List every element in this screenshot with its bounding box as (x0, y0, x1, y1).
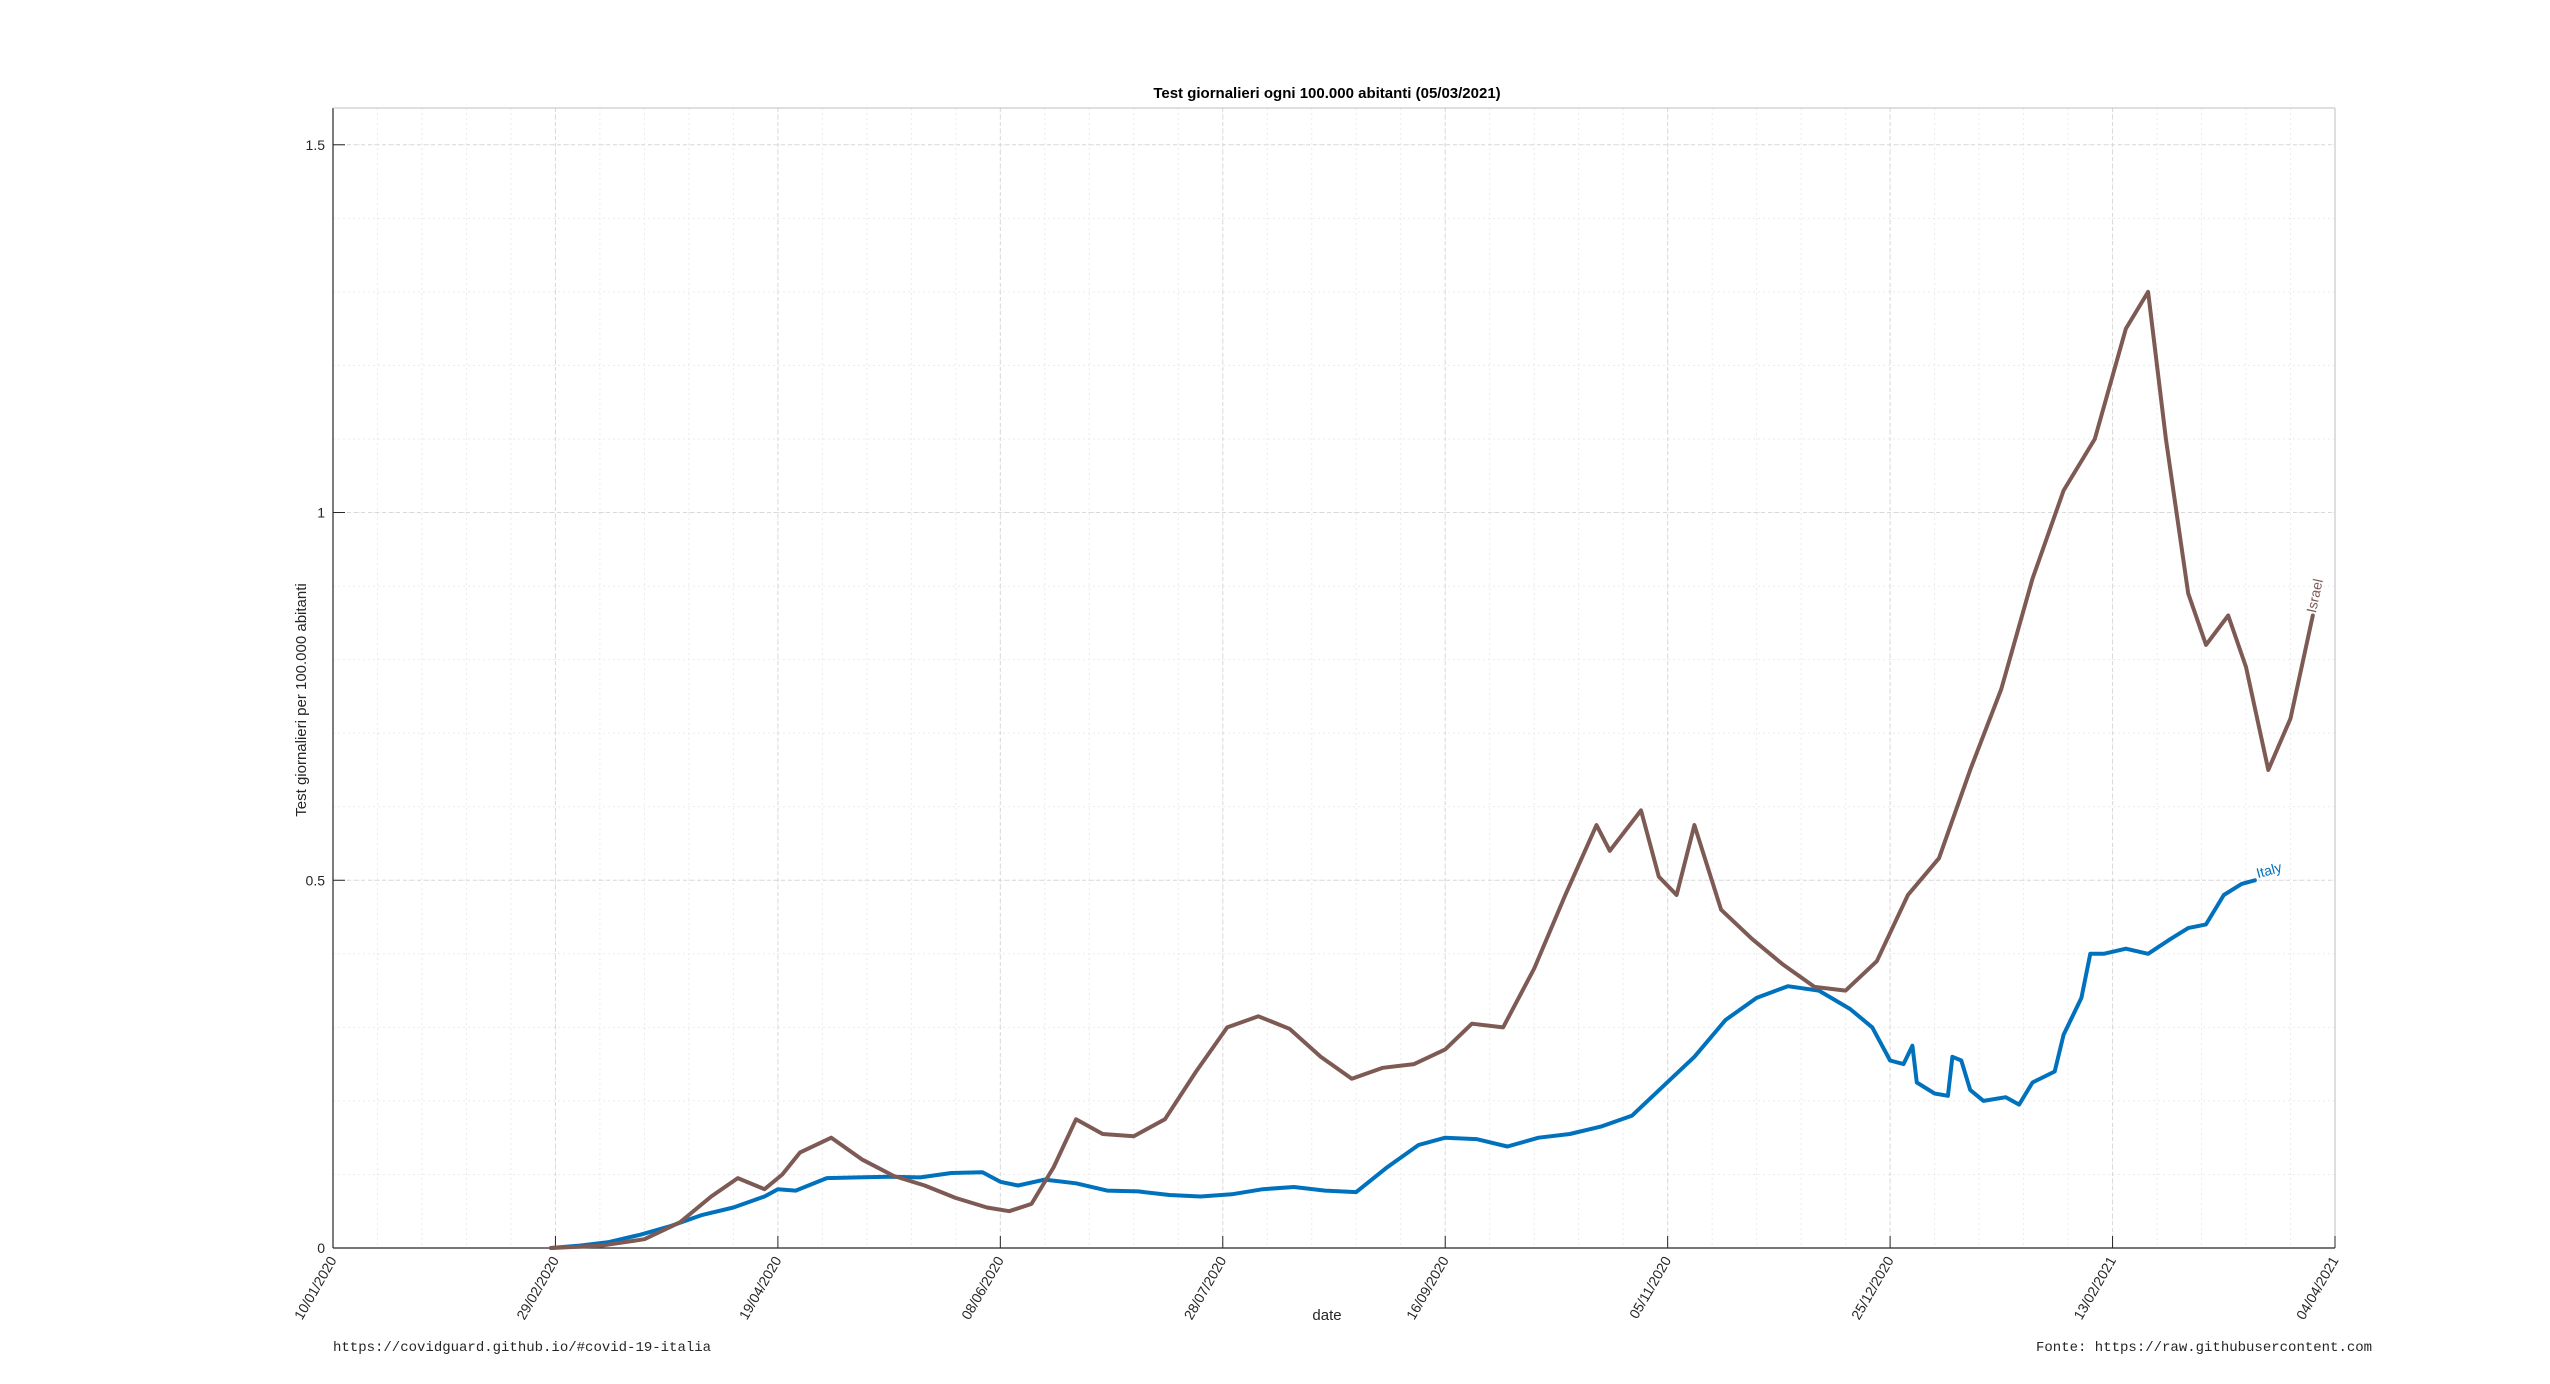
axes (332, 107, 2336, 1249)
y-tick-label: 1.5 (306, 137, 326, 153)
series-label-italy: Italy (2254, 859, 2283, 881)
y-ticks: 0 0.5 1 1.5 (306, 137, 345, 1256)
x-tick-label: 04/04/2021 (2293, 1253, 2342, 1322)
series-line-italy (549, 878, 2257, 1250)
x-tick-label: 13/02/2021 (2070, 1253, 2119, 1322)
footer-source-url: https://covidguard.github.io/#covid-19-i… (333, 1340, 712, 1356)
x-axis-title: date (1312, 1307, 1341, 1324)
series-line-israel (549, 289, 2315, 1250)
x-tick-label: 19/04/2020 (736, 1253, 785, 1322)
grid (332, 108, 2336, 1249)
x-tick-label: 08/06/2020 (958, 1253, 1007, 1322)
y-tick-label: 1 (317, 505, 325, 521)
x-tick-label: 25/12/2020 (1848, 1253, 1897, 1322)
x-tick-label: 10/01/2020 (291, 1253, 340, 1322)
x-tick-label: 29/02/2020 (513, 1253, 562, 1322)
x-tick-label: 28/07/2020 (1180, 1253, 1229, 1322)
x-tick-label: 05/11/2020 (1626, 1253, 1674, 1321)
series-layer: Italy Israel (549, 289, 2326, 1250)
y-tick-label: 0.5 (306, 872, 326, 888)
footer-data-source: Fonte: https://raw.githubusercontent.com (2036, 1340, 2373, 1356)
x-tick-label: 16/09/2020 (1403, 1253, 1452, 1322)
y-axis-title: Test giornalieri per 100.000 abitanti (293, 583, 310, 816)
series-label-israel: Israel (2303, 577, 2326, 614)
chart-title: Test giornalieri ogni 100.000 abitanti (… (1153, 85, 1500, 102)
y-tick-label: 0 (317, 1240, 325, 1256)
